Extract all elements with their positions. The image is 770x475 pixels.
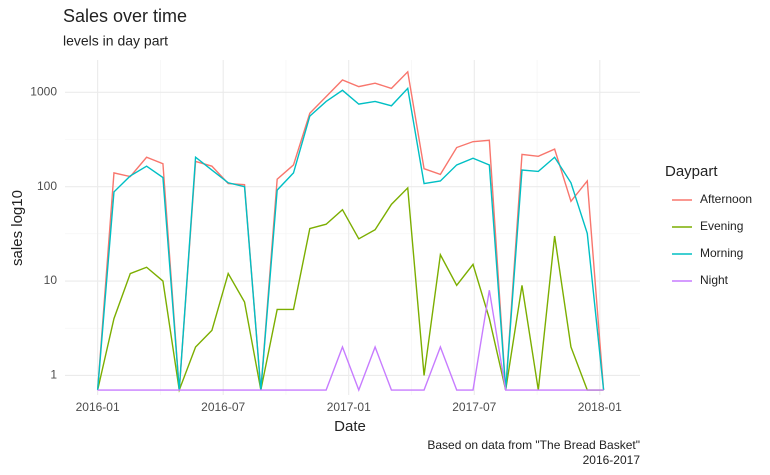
legend-title: Daypart [665,163,718,180]
x-tick-label: 2017-01 [327,400,371,414]
x-tick-label: 2016-07 [201,400,245,414]
legend-label: Afternoon [700,192,752,206]
x-axis-label: Date [334,418,366,435]
series-line [96,70,605,391]
y-tick-label: 1 [50,368,57,382]
y-tick-label: 100 [37,179,57,193]
y-axis-label: sales log10 [9,190,26,266]
x-tick-label: 2018-01 [578,400,622,414]
legend-label: Evening [700,219,743,233]
chart-title: Sales over time [63,6,187,26]
series-line [96,186,604,393]
x-tick-label: 2016-01 [76,400,120,414]
series-line [96,86,605,391]
legend-label: Night [700,273,729,287]
y-tick-label: 1000 [30,84,57,98]
caption: Based on data from "The Bread Basket" [427,438,640,452]
caption: 2016-2017 [583,453,641,467]
x-tick-label: 2017-07 [452,400,496,414]
chart-subtitle: levels in day part [63,33,168,49]
y-tick-label: 10 [44,273,58,287]
series-line [97,290,604,393]
legend-label: Morning [700,246,743,260]
